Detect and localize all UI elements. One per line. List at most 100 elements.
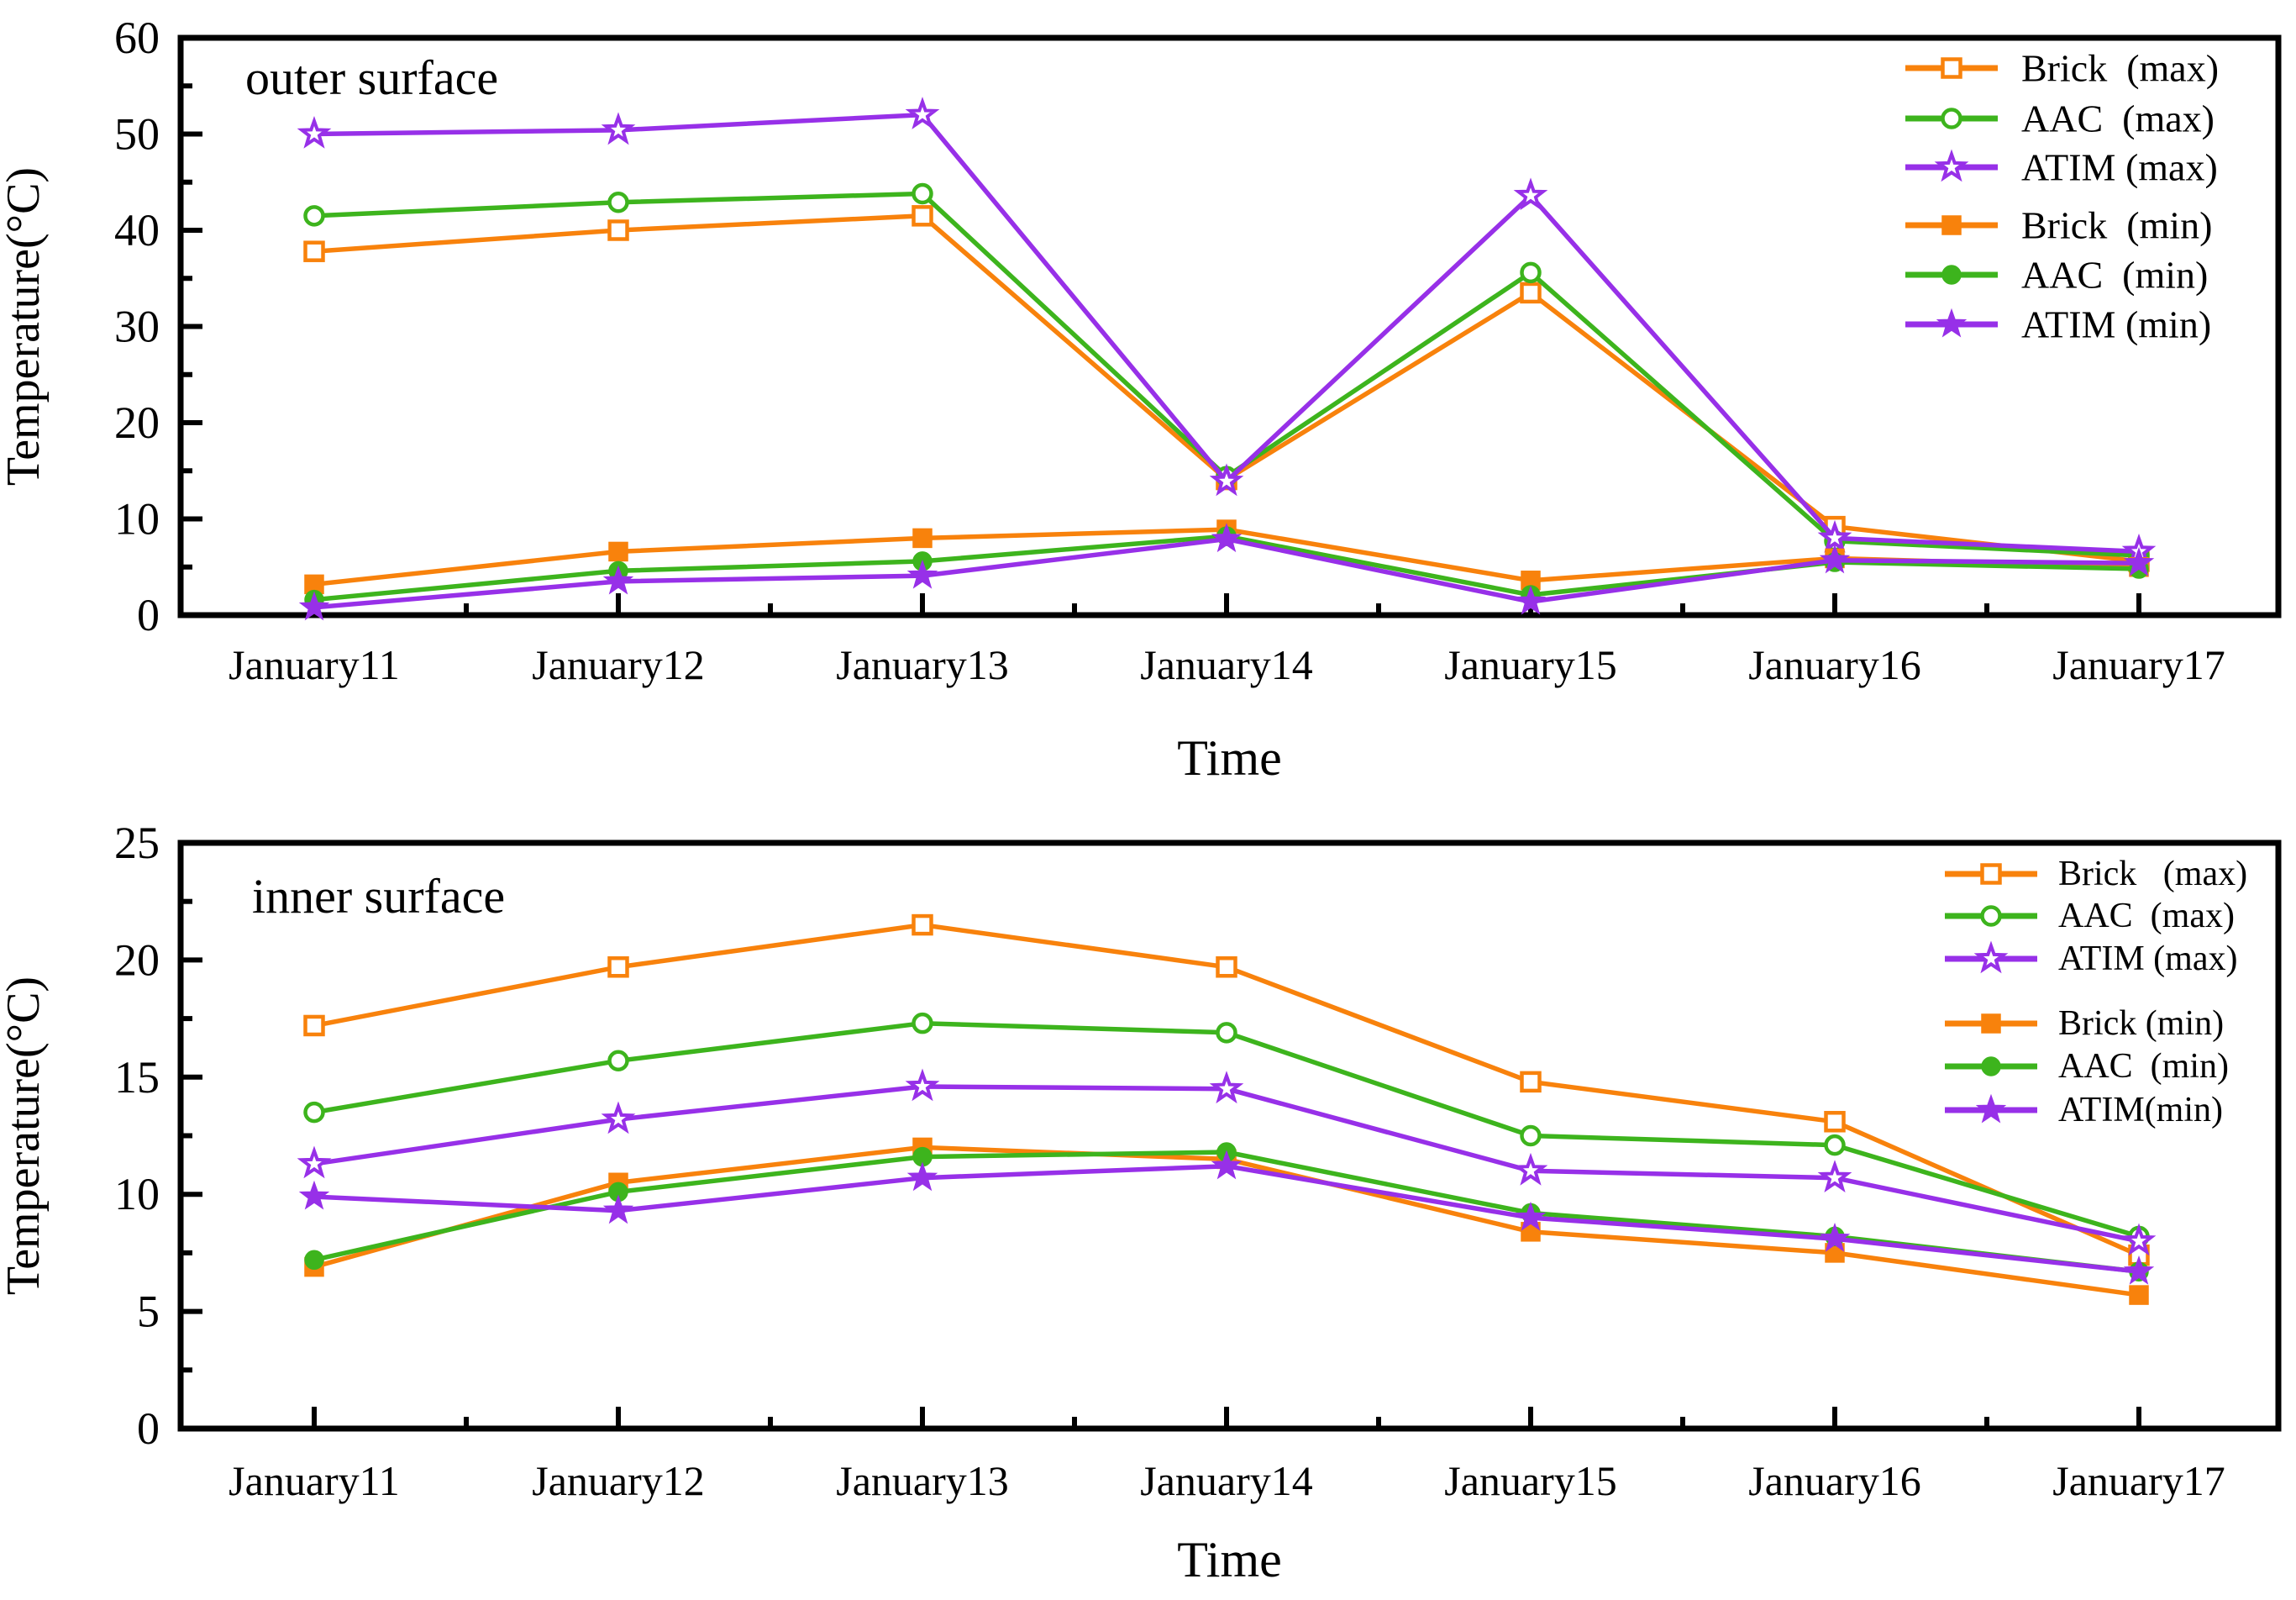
data-point-aac-solid (304, 1250, 324, 1271)
data-point-atim-solid (602, 565, 634, 595)
data-point-aac-open (1520, 261, 1542, 284)
data-point-brick-open (303, 240, 325, 262)
x-tick-label: January14 (1140, 641, 1313, 688)
y-tick-label: 15 (114, 1052, 160, 1103)
outer-surface-chart: 0 10 20 30 40 50 60 January11 January12 January13… (0, 13, 2282, 786)
data-point-atim-solid (2123, 546, 2155, 576)
data-point-aac-open (1520, 1124, 1542, 1147)
legend-item-marker (1941, 215, 1962, 235)
data-point-aac-open (607, 1050, 629, 1072)
legend-item-marker (1941, 108, 1962, 129)
data-point-atim-solid (1819, 544, 1851, 574)
x-tick-label: January11 (229, 641, 400, 688)
x-tick-label: January17 (2052, 641, 2225, 688)
data-point-aac-open (1824, 1134, 1846, 1156)
legend-item-label: ATIM (max) (2058, 939, 2237, 978)
data-point-brick-open (912, 205, 933, 227)
data-point-brick-solid (912, 528, 933, 549)
y-tick-label: 40 (114, 205, 160, 255)
legend-item-label: ATIM (max) (2021, 146, 2218, 189)
data-point-atim-open (601, 1101, 636, 1134)
data-point-atim-open (2121, 1223, 2157, 1256)
x-tick-label: January14 (1140, 1457, 1313, 1504)
axis-title-time: Time (1177, 1532, 1282, 1587)
legend-item-marker (1934, 149, 1969, 182)
legend-item-marker (1941, 265, 1962, 285)
legend-item-marker (1973, 940, 2009, 974)
data-point-brick-solid (2129, 1285, 2149, 1305)
data-point-aac-open (1216, 1022, 1237, 1044)
axis-title-temperature: Temperature(°C) (0, 167, 50, 486)
legend-item-marker (1941, 57, 1962, 79)
legend-item-label: AAC (min) (2021, 254, 2208, 297)
legend-item-label: Brick (max) (2021, 47, 2219, 90)
x-tick-label: January16 (1748, 641, 1921, 688)
data-point-aac-open (303, 205, 325, 227)
data-point-atim-open (905, 97, 940, 129)
data-point-atim-solid (906, 559, 938, 589)
data-point-brick-solid (608, 541, 628, 562)
y-tick-label: 20 (114, 934, 160, 985)
series-line-aac-open (312, 191, 2141, 558)
y-tick-label: 30 (114, 302, 160, 352)
x-tick-label: January11 (229, 1457, 400, 1504)
y-tick-label: 20 (114, 397, 160, 448)
data-point-brick-open (1520, 1071, 1542, 1093)
data-point-atim-open (1209, 463, 1244, 497)
y-tick-label: 10 (114, 494, 160, 545)
data-point-atim-solid (602, 1194, 634, 1224)
legend-item-label: ATIM (min) (2021, 303, 2211, 346)
legend-item-label: Brick (min) (2021, 204, 2212, 247)
data-point-brick-open (607, 219, 629, 241)
data-point-aac-open (303, 1101, 325, 1124)
panel-label: inner surface (252, 869, 505, 924)
data-point-brick-open (1216, 956, 1237, 978)
panel-label: outer surface (245, 50, 498, 105)
legend-item-marker (1980, 905, 2002, 927)
x-tick-label: January16 (1748, 1457, 1921, 1504)
y-tick-label: 0 (137, 1403, 160, 1454)
legend-item-label: AAC (max) (2058, 897, 2235, 935)
data-point-atim-open (297, 116, 332, 149)
legend-item-marker (1980, 863, 2002, 885)
x-tick-label: January15 (1444, 641, 1617, 688)
y-tick-label: 0 (137, 590, 160, 640)
series-line-brick-open (312, 213, 2141, 564)
data-point-atim-open (1817, 1160, 1852, 1192)
legend-item-label: ATIM(min) (2058, 1091, 2223, 1129)
data-point-atim-solid (298, 591, 330, 621)
data-point-aac-open (912, 1012, 933, 1034)
legend-item-label: AAC (max) (2021, 97, 2215, 140)
data-point-brick-open (1824, 1111, 1846, 1133)
data-point-brick-open (303, 1014, 325, 1037)
data-point-atim-solid (1211, 1150, 1243, 1180)
y-tick-label: 5 (137, 1287, 160, 1337)
x-tick-label: January12 (532, 641, 705, 688)
axis-title-temperature: Temperature(°C) (0, 976, 50, 1295)
legend-item-label: Brick (min) (2058, 1004, 2224, 1043)
legend-item-marker (1981, 1013, 2001, 1034)
axis-title-time: Time (1177, 730, 1282, 786)
y-tick-label: 50 (114, 109, 160, 160)
data-point-atim-open (1513, 177, 1548, 211)
x-tick-label: January15 (1444, 1457, 1617, 1504)
data-point-atim-solid (1211, 523, 1243, 553)
data-point-atim-solid (1515, 585, 1547, 615)
data-point-atim-open (1817, 519, 1852, 553)
y-tick-label: 60 (114, 13, 160, 63)
data-point-atim-solid (298, 1180, 330, 1210)
x-tick-label: January17 (2052, 1457, 2225, 1504)
legend-item-label: Brick (max) (2058, 855, 2247, 893)
x-tick-label: January13 (836, 1457, 1009, 1504)
data-point-brick-open (912, 913, 933, 936)
x-tick-label: January13 (836, 641, 1009, 688)
legend-item-marker (1981, 1056, 2001, 1076)
data-point-atim-open (905, 1068, 940, 1102)
data-point-atim-solid (2123, 1255, 2155, 1285)
data-point-brick-open (1520, 282, 1542, 304)
series-line-aac-open (312, 1020, 2141, 1239)
data-point-atim-open (1513, 1152, 1548, 1186)
data-point-atim-open (601, 112, 636, 145)
legend-item-marker (1975, 1093, 2007, 1124)
